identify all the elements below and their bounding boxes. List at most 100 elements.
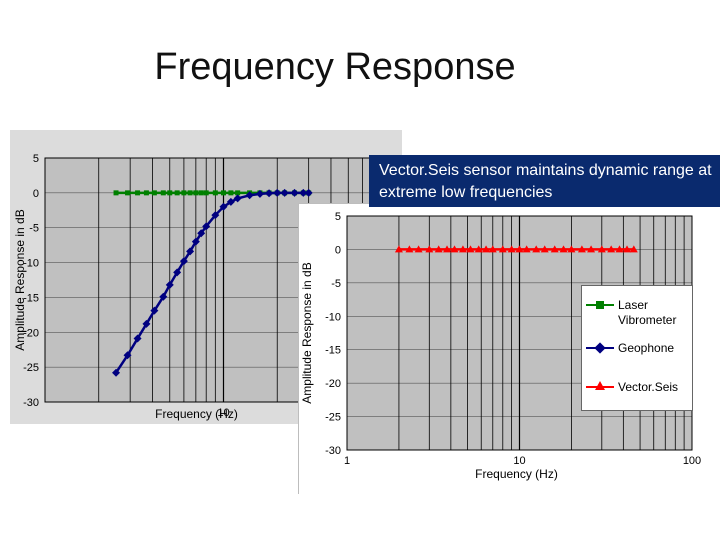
x-axis-title: Frequency (Hz): [155, 407, 238, 421]
data-point: [488, 245, 497, 253]
data-point: [219, 202, 228, 211]
data-point: [142, 319, 151, 328]
data-point: [532, 245, 541, 253]
data-point: [280, 188, 289, 197]
data-point: [191, 237, 200, 246]
y-tick-label: 0: [33, 188, 39, 200]
data-point: [304, 188, 313, 197]
data-point: [245, 191, 254, 200]
data-point: [133, 334, 142, 343]
y-tick-label: 5: [33, 153, 39, 165]
callout-box: Vector.Seis sensor maintains dynamic ran…: [369, 155, 720, 207]
data-point: [540, 245, 549, 253]
data-point: [174, 190, 180, 196]
data-point: [135, 190, 141, 196]
data-point: [265, 189, 274, 198]
data-point: [450, 245, 459, 253]
legend-diamond-marker: [594, 342, 606, 354]
data-point: [112, 368, 121, 377]
x-axis-title: Frequency (Hz): [475, 467, 558, 481]
y-tick-label: -5: [331, 278, 341, 290]
y-tick-label: -30: [325, 445, 341, 457]
data-point: [233, 194, 242, 203]
data-point: [414, 245, 423, 253]
data-point: [507, 245, 516, 253]
chart-legend: Laser Vibrometer Geophone Vector.Seis: [581, 285, 693, 411]
data-point: [193, 190, 199, 196]
legend-label-vectorseis: Vector.Seis: [618, 380, 679, 394]
data-point: [125, 190, 131, 196]
y-tick-label: 5: [335, 211, 341, 223]
data-point: [167, 190, 173, 196]
data-point: [179, 257, 188, 266]
data-point: [226, 197, 235, 206]
data-point: [290, 188, 299, 197]
data-point: [550, 245, 559, 253]
legend-label-laser: Laser Vibrometer: [618, 298, 677, 327]
data-point: [228, 190, 234, 196]
data-point: [113, 190, 119, 196]
data-point: [474, 245, 483, 253]
legend-triangle-marker: [595, 381, 605, 390]
slide-title: Frequency Response: [154, 46, 516, 88]
data-point: [559, 245, 568, 253]
y-tick-label: 0: [335, 244, 341, 256]
data-point: [202, 222, 211, 231]
data-point: [181, 190, 187, 196]
x-tick-label: 100: [683, 455, 701, 467]
data-point: [151, 190, 157, 196]
legend-label-geophone: Geophone: [618, 341, 675, 355]
y-tick-label: -25: [23, 362, 39, 374]
y-tick-label: -15: [325, 345, 341, 357]
data-point: [221, 190, 226, 196]
y-axis-title: Amplitude Response in dB: [300, 262, 314, 403]
data-point: [425, 245, 434, 253]
data-point: [629, 245, 638, 253]
data-point: [187, 190, 193, 196]
data-point: [615, 245, 624, 253]
data-point: [212, 190, 218, 196]
data-point: [211, 211, 220, 220]
data-point: [466, 245, 475, 253]
data-point: [498, 245, 507, 253]
data-point: [143, 190, 149, 196]
data-point: [150, 306, 159, 315]
y-tick-label: -10: [23, 258, 39, 270]
y-tick-label: -25: [325, 412, 341, 424]
data-point: [255, 189, 264, 198]
legend-square-marker: [596, 301, 604, 309]
data-point: [577, 245, 586, 253]
x-tick-label: 10: [217, 407, 229, 419]
data-point: [597, 245, 606, 253]
data-point: [197, 229, 206, 238]
y-tick-label: -5: [29, 223, 39, 235]
data-point: [203, 190, 209, 196]
data-point: [522, 245, 531, 253]
data-point: [567, 245, 576, 253]
data-point: [186, 247, 195, 256]
data-point: [235, 190, 241, 196]
data-point: [273, 188, 282, 197]
y-tick-label: -20: [325, 378, 341, 390]
front-chart-panel: 5 0 -5 -10 -15 -20 -25 -30 1 10 100 Frequency (Hz) A…: [298, 203, 720, 494]
data-point: [482, 245, 491, 253]
data-point: [123, 351, 132, 360]
data-point: [434, 245, 443, 253]
data-point: [165, 280, 174, 289]
data-point: [587, 245, 596, 253]
data-point: [458, 245, 467, 253]
y-tick-label: -15: [23, 292, 39, 304]
data-point: [173, 268, 182, 277]
data-point: [515, 245, 524, 253]
x-tick-label: 1: [344, 455, 350, 467]
y-axis-title: Amplitude Response in dB: [13, 209, 27, 350]
y-tick-label: -20: [23, 327, 39, 339]
data-point: [198, 190, 204, 196]
data-point: [405, 245, 414, 253]
data-point: [159, 292, 168, 301]
data-point: [160, 190, 166, 196]
x-tick-label: 10: [513, 455, 525, 467]
data-point: [443, 245, 452, 253]
y-tick-label: -30: [23, 397, 39, 409]
data-point: [299, 188, 308, 197]
